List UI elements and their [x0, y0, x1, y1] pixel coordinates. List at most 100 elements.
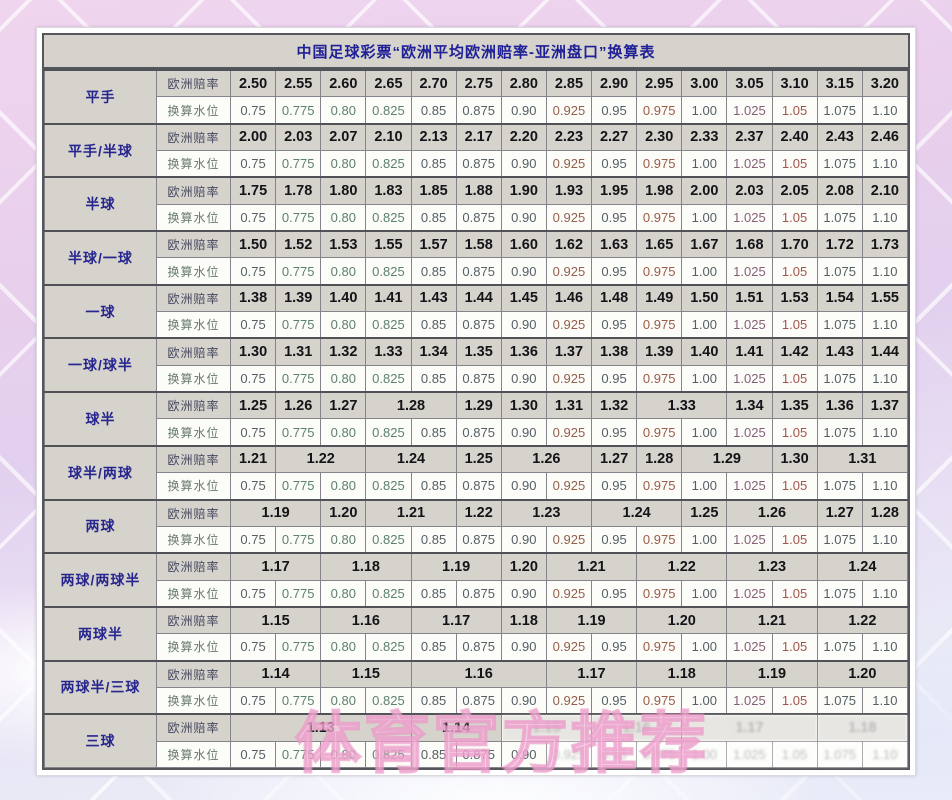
water-row: 换算水位 0.75 0.775 0.80 0.825 0.85 0.875 0.90 0.925…	[45, 633, 909, 662]
odds-row: 三球 欧洲赔率 1.13 1.14 1.15 1.16 1.17 1.18	[44, 713, 909, 769]
water-value: 1.00	[681, 203, 728, 232]
water-value: 1.05	[771, 740, 818, 769]
odds-value: 2.03	[275, 122, 322, 152]
water-row: 换算水位 0.75 0.775 0.80 0.825 0.85 0.875 0.90 0.925…	[45, 364, 909, 393]
water-value: 1.075	[816, 740, 863, 769]
odds-value: 1.14	[410, 713, 502, 742]
water-value: 0.825	[365, 364, 412, 393]
water-value: 0.925	[545, 150, 593, 178]
odds-value: 1.15	[500, 713, 593, 742]
odds-value: 1.27	[590, 444, 638, 474]
water-value: 1.05	[771, 364, 818, 393]
odds-value: 1.18	[636, 659, 728, 688]
odds-value: 2.65	[365, 69, 412, 98]
water-value: 0.90	[500, 418, 547, 447]
water-value: 1.025	[726, 150, 773, 178]
water-value: 0.85	[410, 150, 457, 178]
water-value: 0.925	[545, 686, 593, 715]
water-value: 1.00	[681, 418, 728, 447]
water-row: 换算水位 0.75 0.775 0.80 0.825 0.85 0.875 0.90 0.925…	[45, 418, 909, 447]
odds-row: 半球 欧洲赔率 1.75 1.78 1.80 1.83 1.85 1.88 1.90 1.93 1.…	[44, 176, 909, 232]
odds-value: 2.55	[275, 69, 322, 98]
water-value: 1.05	[771, 311, 818, 339]
odds-value: 1.90	[500, 176, 547, 205]
odds-row: 两球半 欧洲赔率 1.15 1.16 1.17 1.18 1.19 1.20 1.21 1.22	[44, 605, 909, 662]
water-value: 0.75	[229, 740, 277, 769]
odds-value: 1.40	[320, 283, 367, 313]
water-value: 1.075	[816, 96, 863, 125]
water-value: 1.10	[861, 418, 909, 447]
water-value: 0.825	[365, 579, 412, 608]
odds-value: 1.39	[636, 337, 683, 366]
water-value: 0.825	[365, 311, 412, 339]
water-value: 0.775	[275, 579, 322, 608]
water-value: 0.975	[636, 203, 683, 232]
odds-value: 1.20	[636, 605, 728, 635]
water-value: 1.075	[816, 686, 863, 715]
odds-value: 2.75	[455, 69, 502, 98]
water-value: 0.80	[320, 203, 367, 232]
handicap-label: 一球/球半	[44, 337, 157, 393]
water-value: 0.95	[590, 686, 638, 715]
handicap-label: 三球	[44, 713, 157, 769]
water-value: 0.90	[500, 633, 547, 662]
odds-value: 1.18	[816, 713, 909, 742]
odds-row: 球半/两球 欧洲赔率 1.21 1.22 1.24 1.25 1.26 1.27 1.28 1.2…	[44, 444, 909, 500]
odds-value: 3.20	[861, 69, 909, 98]
water-value: 0.775	[275, 472, 322, 500]
odds-value: 1.50	[681, 283, 728, 313]
water-value: 0.775	[275, 311, 322, 339]
water-value: 0.90	[500, 525, 547, 554]
odds-value: 1.85	[410, 176, 457, 205]
water-value: 1.025	[726, 418, 773, 447]
water-value: 1.10	[861, 96, 909, 125]
odds-value: 1.80	[320, 176, 367, 205]
odds-value: 3.15	[816, 69, 863, 98]
water-row: 换算水位 0.75 0.775 0.80 0.825 0.85 0.875 0.90 0.925…	[45, 740, 909, 769]
water-value: 0.75	[229, 257, 277, 286]
odds-value: 1.30	[229, 337, 277, 366]
water-value: 1.00	[681, 633, 728, 662]
water-value: 1.025	[726, 633, 773, 662]
odds-value: 2.80	[500, 69, 547, 98]
odds-value: 1.95	[590, 176, 638, 205]
odds-value: 1.51	[726, 283, 773, 313]
water-value: 1.075	[816, 525, 863, 554]
water-value: 0.875	[455, 150, 502, 178]
water-value: 0.975	[636, 472, 683, 500]
odds-value: 1.39	[275, 283, 322, 313]
odds-row: 半球/一球 欧洲赔率 1.50 1.52 1.53 1.55 1.57 1.58 1.60 1.6…	[44, 230, 909, 286]
water-row: 换算水位 0.75 0.775 0.80 0.825 0.85 0.875 0.90 0.925…	[45, 472, 909, 500]
odds-value: 1.57	[410, 230, 457, 259]
odds-value: 1.21	[365, 498, 457, 527]
water-value: 0.95	[590, 633, 638, 662]
odds-value: 1.44	[455, 283, 502, 313]
odds-row: 平手 欧洲赔率 2.50 2.55 2.60 2.65 2.70 2.75 2.80 2.85 2.…	[44, 69, 909, 125]
water-value: 0.975	[636, 579, 683, 608]
odds-value: 2.17	[455, 122, 502, 152]
odds-value: 1.25	[455, 444, 502, 474]
odds-value: 2.33	[681, 122, 728, 152]
water-value: 1.10	[861, 311, 909, 339]
water-value: 0.925	[545, 96, 593, 125]
water-value: 1.075	[816, 311, 863, 339]
water-value: 1.10	[861, 579, 909, 608]
odds-value: 1.32	[320, 337, 367, 366]
odds-value: 1.53	[320, 230, 367, 259]
odds-value: 1.67	[681, 230, 728, 259]
odds-value: 1.19	[545, 605, 638, 635]
odds-value: 1.20	[500, 552, 547, 581]
odds-value: 1.23	[500, 498, 593, 527]
water-value: 0.90	[500, 364, 547, 393]
odds-value: 1.54	[816, 283, 863, 313]
water-value: 1.05	[771, 686, 818, 715]
odds-value: 2.07	[320, 122, 367, 152]
water-value: 0.80	[320, 525, 367, 554]
odds-value: 1.26	[726, 498, 818, 527]
water-value: 0.75	[229, 311, 277, 339]
odds-value: 1.29	[455, 391, 502, 420]
odds-value: 1.65	[636, 230, 683, 259]
odds-value: 1.30	[500, 391, 547, 420]
odds-value: 1.83	[365, 176, 412, 205]
water-value: 0.775	[275, 96, 322, 125]
